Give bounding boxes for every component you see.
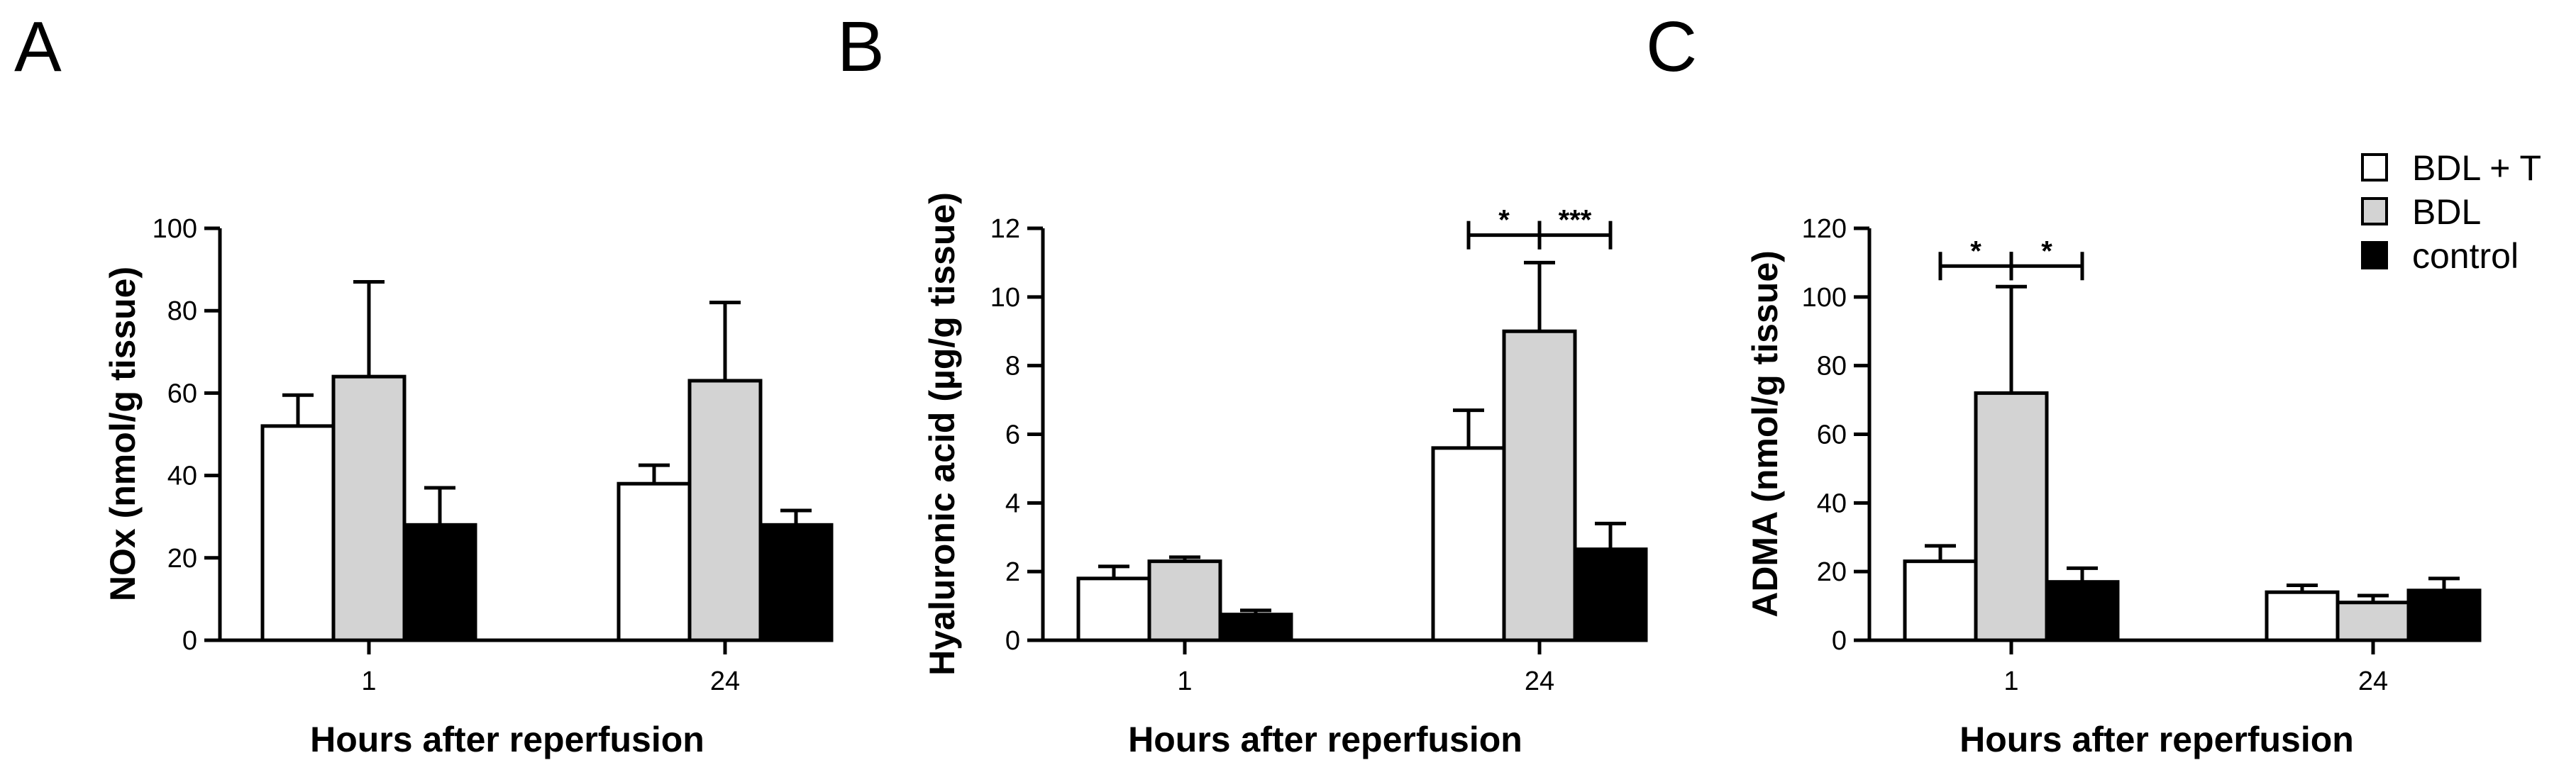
panel-c-x-tick-label-0: 1 xyxy=(2003,666,2018,696)
panel-b-x-tick-label-1: 24 xyxy=(1525,666,1554,696)
legend-label-bdl-t: BDL + T xyxy=(2412,148,2541,188)
panel-b-sig-label-0: * xyxy=(1498,205,1510,236)
panel-c-bar-control-1 xyxy=(2045,580,2120,642)
panel-a-y-tick-label-3: 60 xyxy=(167,379,197,408)
panel-b-y-tick-label-2: 4 xyxy=(1005,489,1020,518)
panel-c-bar-bdl-t-24 xyxy=(2265,590,2340,642)
panel-b-y-tick-label-1: 2 xyxy=(1005,557,1020,587)
panel-b-y-axis-title: Hyaluronic acid (µg/g tissue) xyxy=(922,192,962,676)
panel-b-bar-control-24 xyxy=(1573,547,1648,642)
panel-c-y-tick-label-2: 40 xyxy=(1817,489,1847,518)
panel-c-y-tick-label-4: 80 xyxy=(1817,352,1847,381)
panel-b-y-tick-label-0: 0 xyxy=(1005,626,1020,656)
legend-swatch-bdl xyxy=(2361,197,2388,225)
panel-b-bar-bdl-t-1 xyxy=(1076,576,1151,642)
legend-swatch-control xyxy=(2361,241,2388,269)
panel-a: A 0 20 40 60 80 100 1 24 NOx (nmol/g tissue) Ho… xyxy=(14,7,834,759)
panel-c-y-tick-label-1: 20 xyxy=(1817,557,1847,587)
panel-a-x-tick-label-1: 24 xyxy=(710,666,740,696)
legend-item-bdl-t: BDL + T xyxy=(2361,148,2541,188)
panel-c-bar-bdl-24 xyxy=(2335,601,2411,642)
panel-b-x-axis-title: Hours after reperfusion xyxy=(1128,720,1522,759)
panel-c-y-tick-label-3: 60 xyxy=(1817,420,1847,450)
panel-a-bar-bdl-t-1 xyxy=(260,424,336,642)
panel-b-bar-control-1 xyxy=(1218,613,1293,642)
panel-a-y-tick-label-1: 20 xyxy=(167,544,197,574)
panel-b-y-tick-label-5: 10 xyxy=(990,283,1020,313)
panel-b-sig-label-1: *** xyxy=(1559,205,1592,236)
panel-b-y-tick-label-4: 8 xyxy=(1005,352,1020,381)
panel-c-y-tick-label-5: 100 xyxy=(1802,283,1847,313)
panel-a-bar-bdl-1 xyxy=(331,374,407,642)
panel-c-bar-control-24 xyxy=(2406,588,2482,642)
panel-a-bar-control-24 xyxy=(758,523,834,642)
panel-c-y-tick-label-0: 0 xyxy=(1832,626,1847,656)
panel-a-y-tick-label-5: 100 xyxy=(153,214,197,244)
panel-c-sig-label-0: * xyxy=(1970,235,1981,267)
panel-a-bar-bdl-t-24 xyxy=(617,481,692,642)
panel-a-bar-control-1 xyxy=(402,523,477,642)
panel-b-y-tick-label-3: 6 xyxy=(1005,420,1020,450)
panel-a-letter: A xyxy=(14,7,62,87)
panel-a-bar-bdl-24 xyxy=(687,379,763,642)
panel-b-bar-bdl-24 xyxy=(1502,329,1577,642)
panel-c: C 0 20 40 60 80 100 120 1 24 * * ADMA (nmol/g tiss… xyxy=(1646,7,2482,759)
legend-swatch-bdl-t xyxy=(2361,153,2388,182)
panel-a-x-tick-label-0: 1 xyxy=(361,666,376,696)
legend-item-control: control xyxy=(2361,236,2519,276)
legend-label-control: control xyxy=(2412,236,2519,276)
legend-item-bdl: BDL xyxy=(2361,192,2481,232)
legend: BDL + T BDL control xyxy=(2361,148,2541,276)
panel-c-x-tick-label-1: 24 xyxy=(2358,666,2388,696)
panel-b-bar-bdl-t-24 xyxy=(1431,446,1506,642)
panel-a-x-axis-title: Hours after reperfusion xyxy=(310,720,704,759)
panel-c-bar-bdl-1 xyxy=(1974,391,2049,642)
panel-b-bar-bdl-1 xyxy=(1147,559,1222,642)
panel-a-marks: 0 20 40 60 80 100 1 24 xyxy=(153,214,834,696)
panel-b-x-tick-label-0: 1 xyxy=(1177,666,1192,696)
panel-a-y-tick-label-2: 40 xyxy=(167,462,197,491)
panel-c-y-axis-title: ADMA (nmol/g tissue) xyxy=(1745,250,1785,618)
panel-c-x-axis-title: Hours after reperfusion xyxy=(1959,720,2354,759)
legend-label-bdl: BDL xyxy=(2412,192,2481,232)
panel-a-y-axis-title: NOx (nmol/g tissue) xyxy=(103,267,143,601)
panel-c-sig-label-1: * xyxy=(2041,235,2052,267)
panel-c-bar-bdl-t-1 xyxy=(1903,559,1978,642)
panel-c-marks: 0 20 40 60 80 100 120 1 24 * * xyxy=(1802,214,2482,696)
panel-b-y-tick-label-6: 12 xyxy=(990,214,1020,244)
panel-b-letter: B xyxy=(837,7,885,87)
panel-c-y-tick-label-6: 120 xyxy=(1802,214,1847,244)
panel-a-y-tick-label-0: 0 xyxy=(182,626,197,656)
panel-a-y-tick-label-4: 80 xyxy=(167,296,197,326)
panel-c-letter: C xyxy=(1646,7,1697,87)
